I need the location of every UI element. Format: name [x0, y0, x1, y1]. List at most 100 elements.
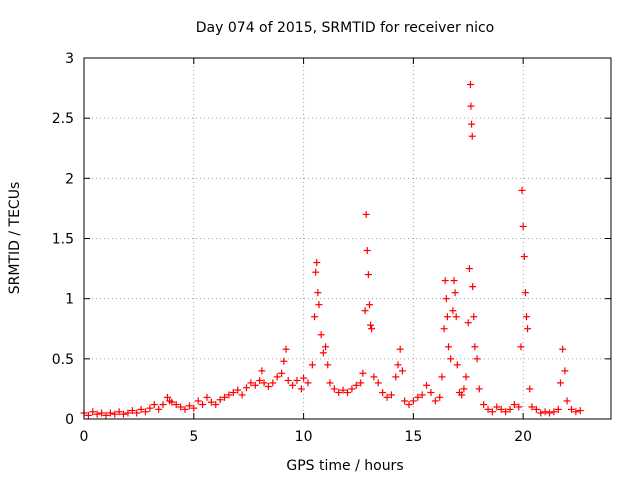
data-point	[458, 391, 466, 399]
data-point	[449, 307, 457, 315]
x-tick-label: 20	[514, 429, 532, 445]
data-point	[572, 408, 580, 416]
data-point	[466, 80, 474, 88]
data-point	[330, 385, 338, 393]
y-tick-label: 1	[65, 292, 74, 308]
data-point	[436, 393, 444, 401]
data-point	[440, 325, 448, 333]
data-point	[359, 369, 367, 377]
data-point	[502, 408, 510, 416]
data-point	[172, 401, 180, 409]
data-point	[199, 401, 207, 409]
data-point	[443, 313, 451, 321]
data-point	[317, 331, 325, 339]
data-point	[308, 361, 316, 369]
data-point	[364, 271, 372, 279]
data-point	[106, 409, 114, 417]
y-tick-label: 2.5	[52, 111, 74, 127]
data-point	[370, 373, 378, 381]
data-point	[313, 259, 321, 267]
data-point	[464, 319, 472, 327]
data-point	[467, 102, 475, 110]
y-tick-label: 1.5	[52, 232, 74, 248]
x-axis-label: GPS time / hours	[286, 458, 403, 474]
data-point	[361, 307, 369, 315]
data-point	[576, 407, 584, 415]
data-point	[488, 408, 496, 416]
data-point	[315, 301, 323, 309]
x-tick-label: 15	[404, 429, 422, 445]
data-point	[348, 385, 356, 393]
data-point	[450, 277, 458, 285]
data-point	[470, 313, 478, 321]
data-point	[229, 389, 237, 397]
data-point	[102, 411, 110, 419]
data-point	[326, 379, 334, 387]
data-point	[190, 404, 198, 412]
data-point	[409, 397, 417, 405]
data-point	[163, 393, 171, 401]
points-layer	[80, 80, 584, 419]
data-point	[517, 343, 525, 351]
data-point	[550, 408, 558, 416]
data-point	[289, 381, 297, 389]
x-tick-label: 10	[295, 429, 313, 445]
data-point	[438, 373, 446, 381]
data-point	[141, 408, 149, 416]
data-point	[475, 385, 483, 393]
data-point	[471, 343, 479, 351]
data-point	[234, 386, 242, 394]
x-tick-label: 0	[80, 429, 89, 445]
data-point	[559, 345, 567, 353]
data-point	[447, 355, 455, 363]
data-point	[452, 313, 460, 321]
data-point	[524, 325, 532, 333]
data-point	[493, 403, 501, 411]
chart-title: Day 074 of 2015, SRMTID for receiver nic…	[196, 20, 494, 36]
data-point	[506, 405, 514, 413]
data-point	[225, 391, 233, 399]
data-point	[522, 313, 530, 321]
data-point	[322, 343, 330, 351]
plot-frame	[83, 57, 612, 420]
data-point	[324, 361, 332, 369]
data-point	[203, 393, 211, 401]
data-point	[207, 398, 215, 406]
data-point	[468, 132, 476, 140]
data-point	[442, 295, 450, 303]
data-point	[273, 373, 281, 381]
y-tick-label: 0	[65, 412, 74, 428]
data-point	[401, 397, 409, 405]
data-point	[398, 367, 406, 375]
data-point	[423, 381, 431, 389]
data-point	[561, 367, 569, 375]
data-point	[168, 398, 176, 406]
data-point	[418, 391, 426, 399]
data-point	[445, 343, 453, 351]
data-point	[89, 408, 97, 416]
data-point	[264, 383, 272, 391]
grid-layer	[84, 58, 611, 419]
data-point	[392, 373, 400, 381]
data-point	[554, 405, 562, 413]
data-point	[311, 313, 319, 321]
data-point	[537, 409, 545, 417]
data-point	[247, 379, 255, 387]
ticks-layer: 0 5 10 15 20 0 0.5 1 1.5 2 2.5 3	[52, 51, 611, 445]
data-point	[238, 391, 246, 399]
data-point	[510, 401, 518, 409]
data-point	[314, 289, 322, 297]
data-point	[352, 381, 360, 389]
data-point	[441, 277, 449, 285]
data-point	[519, 222, 527, 230]
data-point	[212, 401, 220, 409]
data-point	[365, 301, 373, 309]
y-tick-label: 0.5	[52, 352, 74, 368]
data-point	[480, 401, 488, 409]
data-point	[563, 397, 571, 405]
data-point	[414, 393, 422, 401]
data-point	[518, 186, 526, 194]
data-point	[297, 385, 305, 393]
data-point	[468, 120, 476, 128]
data-point	[405, 401, 413, 409]
